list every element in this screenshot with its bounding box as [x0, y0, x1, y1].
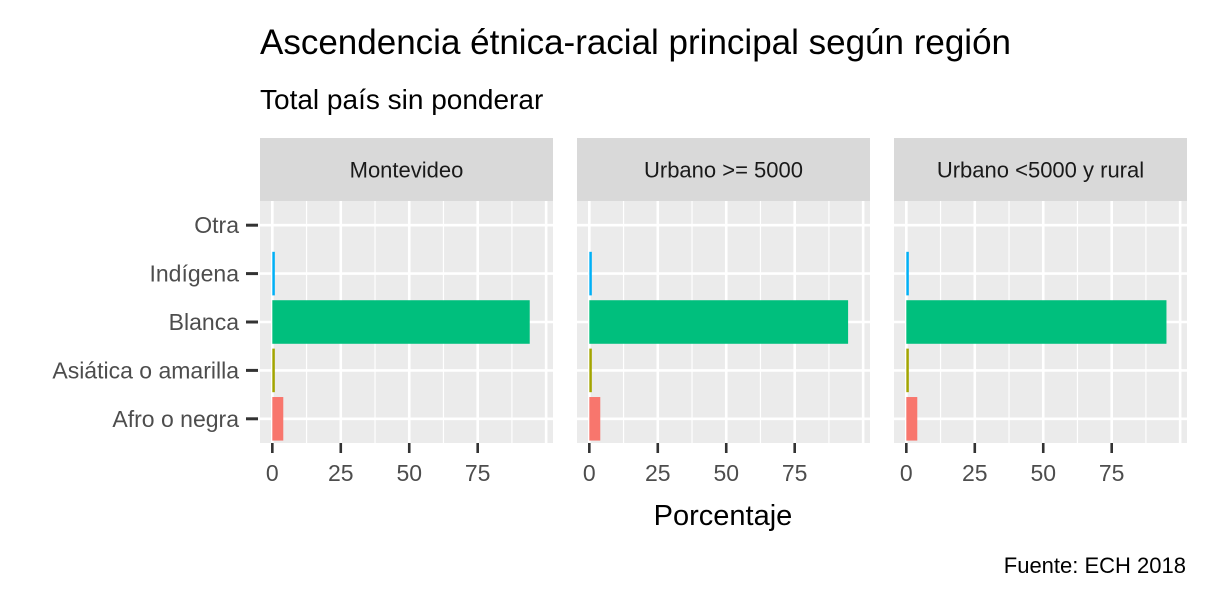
panel-strip [577, 138, 870, 201]
bar-urbano-5000-indigena [589, 251, 592, 296]
bar-urbano-5000-y-rural-indigena [906, 251, 909, 296]
x-tick-label: 75 [1099, 460, 1125, 486]
x-tick-label: 25 [962, 460, 988, 486]
x-tick-label: 0 [266, 460, 279, 486]
x-tick-label: 75 [465, 460, 491, 486]
y-tick-label-asiatica-o-amarilla: Asiática o amarilla [52, 357, 239, 383]
panel-strip-label: Urbano <5000 y rural [937, 158, 1144, 183]
x-tick-label: 50 [1030, 460, 1056, 486]
bar-urbano-5000-y-rural-blanca [906, 300, 1167, 344]
panel-strip-label: Montevideo [350, 158, 464, 183]
chart-subtitle: Total país sin ponderar [260, 84, 543, 115]
bar-urbano-5000-asiatica-o-amarilla [589, 348, 592, 393]
panel-urbano-5000: Urbano >= 5000 0 25 50 75 [577, 138, 870, 486]
chart-title: Ascendencia étnica-racial principal segú… [260, 23, 1011, 62]
bar-montevideo-indigena [272, 251, 275, 296]
x-tick-label: 50 [713, 460, 739, 486]
bar-urbano-5000-afro-o-negra [589, 397, 601, 441]
y-tick-label-indigena: Indígena [149, 261, 239, 287]
bar-montevideo-afro-o-negra [272, 397, 284, 441]
panel-strip [894, 138, 1187, 201]
panel-urbano-5000-y-rural: Urbano <5000 y rural 0 25 50 75 [894, 138, 1187, 486]
y-axis: Afro o negra Asiática o amarilla Blanca Ind… [52, 212, 258, 432]
y-tick-label-blanca: Blanca [169, 309, 240, 335]
bar-urbano-5000-y-rural-afro-o-negra [906, 397, 918, 441]
panel-strip [260, 138, 553, 201]
y-tick-label-afro-o-negra: Afro o negra [112, 406, 239, 432]
y-tick-label-otra: Otra [194, 212, 239, 238]
bar-montevideo-blanca [272, 300, 530, 344]
x-tick-label: 0 [900, 460, 913, 486]
x-tick-label: 25 [328, 460, 354, 486]
chart-caption: Fuente: ECH 2018 [1004, 553, 1186, 578]
x-tick-label: 25 [645, 460, 671, 486]
x-tick-label: 75 [782, 460, 808, 486]
x-tick-label: 0 [583, 460, 596, 486]
panel-montevideo: Montevideo 0 25 50 75 [260, 138, 553, 486]
bar-urbano-5000-blanca [589, 300, 849, 344]
x-axis-label: Porcentaje [654, 500, 793, 532]
bar-urbano-5000-y-rural-asiatica-o-amarilla [906, 348, 909, 393]
x-tick-label: 50 [396, 460, 422, 486]
bar-montevideo-asiatica-o-amarilla [272, 348, 275, 393]
panel-strip-label: Urbano >= 5000 [644, 158, 803, 183]
